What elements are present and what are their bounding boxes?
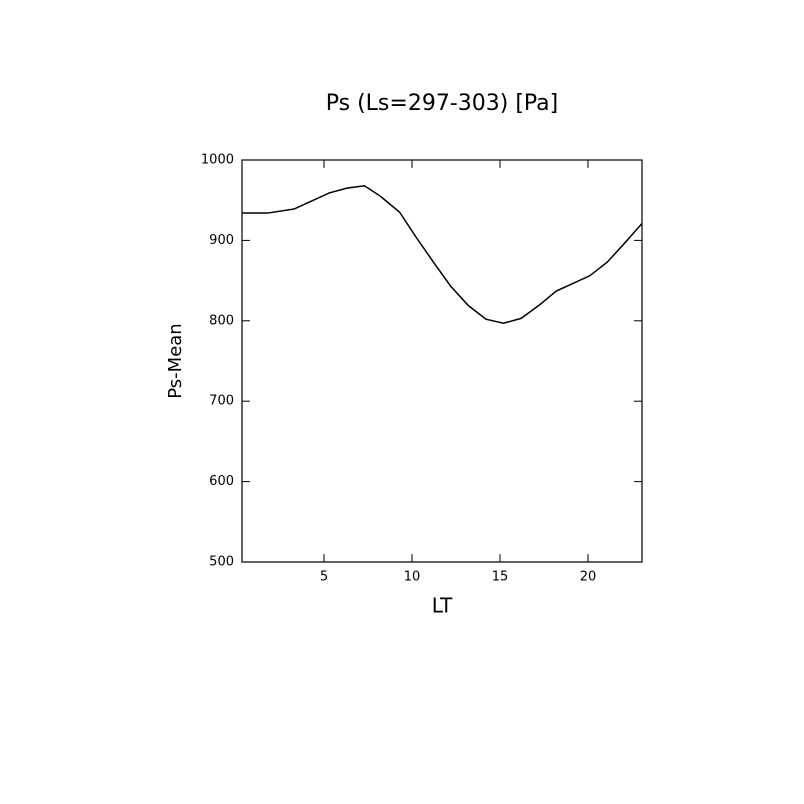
x-axis-label: LT [432, 594, 453, 618]
y-tick-label: 900 [209, 233, 234, 248]
x-tick-label: 5 [320, 570, 328, 585]
y-tick-label: 500 [209, 555, 234, 570]
data-line [242, 184, 643, 324]
x-tick-label: 15 [492, 570, 509, 585]
x-tick-label: 20 [580, 570, 597, 585]
y-tick-label: 700 [209, 394, 234, 409]
plot-frame [241, 159, 643, 563]
x-tick-label: 10 [404, 570, 421, 585]
y-tick-label: 600 [209, 474, 234, 489]
y-tick-label: 800 [209, 313, 234, 328]
y-axis-label: Ps-Mean [165, 323, 186, 398]
chart-title: Ps (Ls=297-303) [Pa] [326, 91, 559, 116]
y-tick-label: 1000 [201, 153, 234, 168]
